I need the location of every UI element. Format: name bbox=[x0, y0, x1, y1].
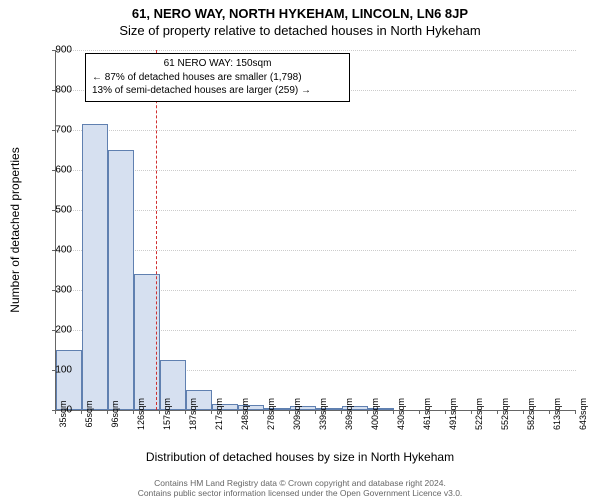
x-tick-label: 643sqm bbox=[578, 398, 588, 430]
x-tick-label: 126sqm bbox=[136, 398, 146, 430]
x-tick-mark bbox=[185, 410, 186, 414]
x-tick-label: 430sqm bbox=[396, 398, 406, 430]
x-tick-mark bbox=[471, 410, 472, 414]
x-tick-mark bbox=[211, 410, 212, 414]
gridline-h bbox=[56, 170, 576, 171]
y-tick-label: 100 bbox=[32, 365, 72, 376]
gridline-h bbox=[56, 210, 576, 211]
attribution: Contains HM Land Registry data © Crown c… bbox=[0, 479, 600, 498]
x-tick-label: 613sqm bbox=[552, 398, 562, 430]
annotation-line2: ← 87% of detached houses are smaller (1,… bbox=[92, 71, 343, 85]
plot-area bbox=[55, 50, 576, 411]
x-axis-label: Distribution of detached houses by size … bbox=[0, 450, 600, 464]
gridline-h bbox=[56, 130, 576, 131]
x-tick-label: 491sqm bbox=[448, 398, 458, 430]
x-tick-label: 96sqm bbox=[110, 400, 120, 427]
histogram-bar bbox=[82, 124, 108, 410]
chart-container: 61, NERO WAY, NORTH HYKEHAM, LINCOLN, LN… bbox=[0, 0, 600, 500]
y-tick-label: 400 bbox=[32, 245, 72, 256]
x-tick-label: 187sqm bbox=[188, 398, 198, 430]
x-tick-label: 65sqm bbox=[84, 400, 94, 427]
y-tick-label: 200 bbox=[32, 325, 72, 336]
x-tick-mark bbox=[419, 410, 420, 414]
y-tick-label: 900 bbox=[32, 45, 72, 56]
y-tick-label: 600 bbox=[32, 165, 72, 176]
gridline-h bbox=[56, 50, 576, 51]
x-tick-mark bbox=[263, 410, 264, 414]
x-tick-mark bbox=[445, 410, 446, 414]
x-tick-label: 552sqm bbox=[500, 398, 510, 430]
x-tick-container bbox=[55, 410, 575, 414]
reference-line bbox=[156, 50, 157, 410]
x-tick-label: 217sqm bbox=[214, 398, 224, 430]
x-tick-mark bbox=[289, 410, 290, 414]
x-tick-mark bbox=[523, 410, 524, 414]
y-axis-label: Number of detached properties bbox=[8, 147, 22, 312]
x-tick-label: 369sqm bbox=[344, 398, 354, 430]
x-tick-label: 461sqm bbox=[422, 398, 432, 430]
gridline-h bbox=[56, 250, 576, 251]
annotation-box: 61 NERO WAY: 150sqm ← 87% of detached ho… bbox=[85, 53, 350, 102]
x-tick-label: 248sqm bbox=[240, 398, 250, 430]
x-tick-mark bbox=[237, 410, 238, 414]
chart-title-main: 61, NERO WAY, NORTH HYKEHAM, LINCOLN, LN… bbox=[0, 0, 600, 21]
x-tick-mark bbox=[497, 410, 498, 414]
x-tick-mark bbox=[315, 410, 316, 414]
annotation-line3: 13% of semi-detached houses are larger (… bbox=[92, 84, 343, 98]
x-tick-mark bbox=[341, 410, 342, 414]
x-tick-mark bbox=[575, 410, 576, 414]
x-tick-label: 582sqm bbox=[526, 398, 536, 430]
histogram-bar bbox=[108, 150, 134, 410]
y-tick-label: 700 bbox=[32, 125, 72, 136]
y-tick-label: 500 bbox=[32, 205, 72, 216]
attribution-line2: Contains public sector information licen… bbox=[0, 489, 600, 498]
x-tick-label: 278sqm bbox=[266, 398, 276, 430]
x-tick-mark bbox=[107, 410, 108, 414]
x-tick-label: 157sqm bbox=[162, 398, 172, 430]
chart-title-sub: Size of property relative to detached ho… bbox=[0, 21, 600, 38]
x-tick-label: 400sqm bbox=[370, 398, 380, 430]
annotation-line1: 61 NERO WAY: 150sqm bbox=[92, 57, 343, 71]
x-tick-label: 339sqm bbox=[318, 398, 328, 430]
x-tick-label: 522sqm bbox=[474, 398, 484, 430]
x-tick-mark bbox=[393, 410, 394, 414]
x-tick-mark bbox=[549, 410, 550, 414]
x-tick-mark bbox=[133, 410, 134, 414]
x-tick-mark bbox=[367, 410, 368, 414]
x-tick-mark bbox=[81, 410, 82, 414]
y-tick-label: 300 bbox=[32, 285, 72, 296]
x-tick-label: 35sqm bbox=[58, 400, 68, 427]
y-tick-label: 800 bbox=[32, 85, 72, 96]
x-tick-label: 309sqm bbox=[292, 398, 302, 430]
x-tick-mark bbox=[159, 410, 160, 414]
